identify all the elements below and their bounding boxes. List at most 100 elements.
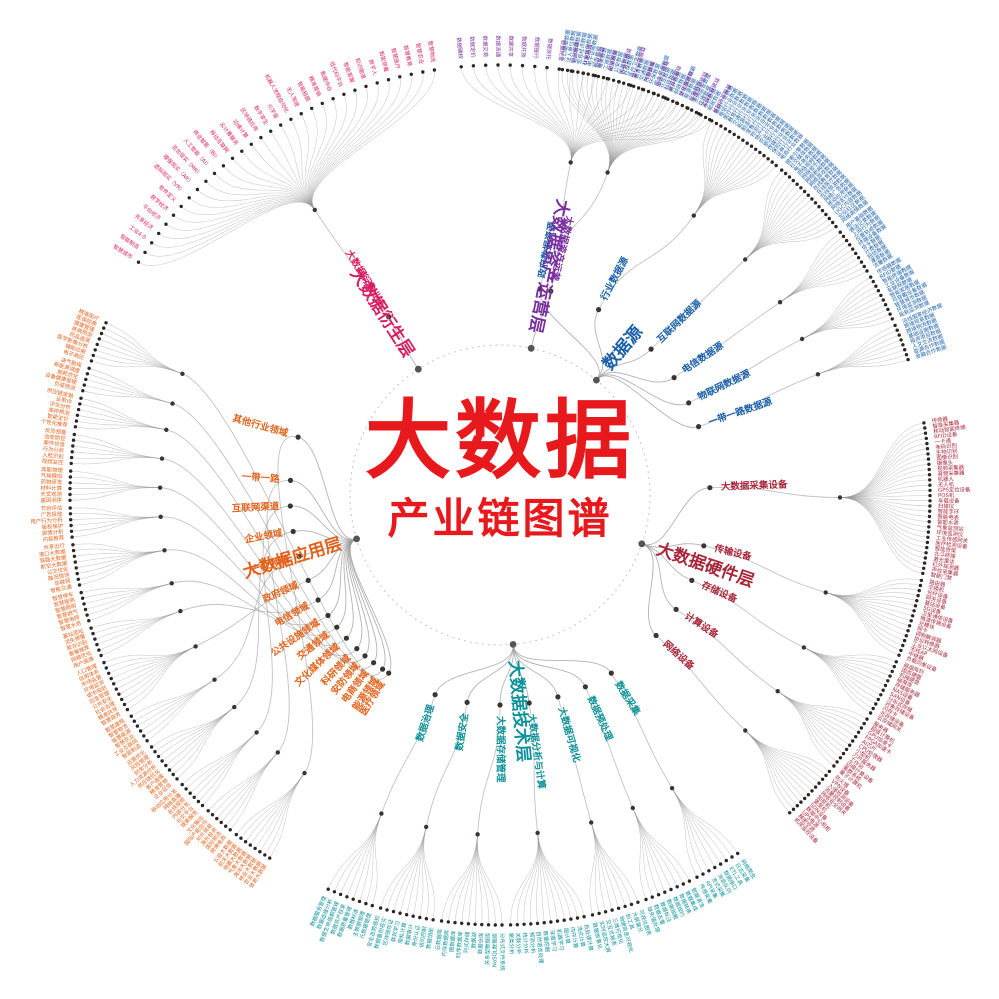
node-label: 药物研发 bbox=[41, 477, 63, 486]
node-label: 医疗检测设备 bbox=[935, 539, 969, 551]
node-label: 关系型数据库 bbox=[483, 932, 492, 965]
node-label: 互联网渠道 bbox=[232, 500, 281, 514]
node-label: 大数据可视化 bbox=[556, 706, 583, 765]
node-label: 时序数据库 bbox=[454, 930, 464, 958]
node-label: 北斗终端 bbox=[934, 549, 957, 560]
page-subtitle: 产业链图谱 bbox=[387, 494, 613, 543]
node-label: 数据交易 bbox=[481, 35, 490, 57]
node-label: 智能电表 bbox=[937, 512, 960, 521]
node-label: 交换机 bbox=[927, 583, 945, 594]
node-label: 智能货架 bbox=[934, 544, 957, 555]
node-label: 知识图谱 bbox=[354, 57, 369, 81]
node-label: 路由器 bbox=[929, 578, 947, 589]
node-label: 一卡通 bbox=[934, 436, 952, 446]
link-layer bbox=[69, 64, 931, 926]
node-label: GPS定位设备 bbox=[938, 485, 971, 493]
node-label: 大数据存储管理 bbox=[495, 716, 507, 783]
node-label: 数据开放 bbox=[519, 36, 528, 59]
node-label: 数据源 bbox=[598, 322, 647, 375]
node-label: 机器人 bbox=[938, 475, 955, 484]
node-label: 关联分析 bbox=[514, 932, 523, 954]
node-label: 物联网数据源 bbox=[696, 367, 753, 403]
node-label: 案件侦查 bbox=[43, 438, 66, 448]
node-label: 电信数据源 bbox=[680, 339, 727, 376]
node-label: 云数据库 bbox=[433, 928, 444, 951]
node-label: 数据评估 bbox=[569, 41, 581, 64]
node-label: 数据信托 bbox=[544, 38, 554, 61]
node-label: 聚类分析 bbox=[507, 933, 516, 955]
node-label: 政府领域 bbox=[261, 579, 301, 606]
node-label: 图数据库 bbox=[447, 930, 457, 953]
node-label: 版权保护 bbox=[41, 522, 63, 532]
node-label: 一带一路 bbox=[241, 470, 280, 485]
node-label: 高能物理 bbox=[41, 465, 64, 474]
node-label: 图计算 bbox=[562, 927, 572, 945]
node-label: 数据安全 bbox=[453, 712, 471, 753]
node-label: 共享出行 bbox=[43, 541, 66, 552]
node-label: 网络设备 bbox=[661, 638, 698, 673]
node-label: 内存计算 bbox=[569, 926, 581, 949]
node-label: 机器学习 bbox=[555, 928, 566, 950]
node-label: 反恐预警 bbox=[44, 426, 67, 437]
node-layer bbox=[68, 63, 932, 927]
node-label: 港口大数据 bbox=[38, 547, 66, 558]
node-label: 反欺诈 bbox=[55, 394, 73, 405]
node-label: 数据确权 bbox=[455, 37, 465, 60]
node-label: 内容推荐 bbox=[42, 533, 65, 543]
node-label: 生物识别 bbox=[936, 447, 958, 457]
node-label: 无人机 bbox=[938, 480, 955, 488]
node-label: 智慧农业 bbox=[414, 42, 426, 65]
node-label: 行为分析 bbox=[42, 444, 65, 454]
node-label: 智能水表 bbox=[937, 518, 960, 527]
node-label: 铁路大数据 bbox=[39, 553, 67, 565]
node-label: 深度学习 bbox=[548, 929, 558, 951]
node-label: 库存预测 bbox=[48, 405, 71, 417]
node-label: 预测分析 bbox=[528, 932, 538, 955]
node-label: 数据预处理 bbox=[584, 693, 615, 743]
node-label: 数据托管 bbox=[557, 39, 568, 62]
node-label: 扫描仪 bbox=[938, 502, 955, 510]
node-label: RFID设备 bbox=[934, 430, 959, 441]
node-label: 访问控制 bbox=[417, 926, 429, 949]
node-label: 人脸识别 bbox=[42, 451, 64, 461]
node-label: 传感器 bbox=[931, 414, 949, 425]
node-label: 网卡 bbox=[916, 624, 929, 635]
node-label: 智能手环 bbox=[938, 507, 960, 516]
node-label: 智能穿戴 bbox=[377, 50, 390, 73]
node-label: 车载设备 bbox=[938, 496, 960, 504]
node-label: 数据流通 bbox=[494, 35, 502, 57]
node-label: 统计分析 bbox=[521, 932, 530, 955]
node-label: 材料计算 bbox=[40, 484, 62, 492]
node-label: 基因测序 bbox=[40, 496, 62, 504]
inner-dotted-ring bbox=[349, 344, 651, 646]
node-label: 气候模拟 bbox=[41, 471, 63, 480]
node-label: 用户行为分析 bbox=[30, 516, 63, 526]
node-label: 分布式文件系统 bbox=[499, 933, 507, 971]
node-label: 工业传感网关 bbox=[936, 534, 970, 545]
node-label: BI工具 bbox=[624, 913, 636, 931]
node-label: 大数据衍生层 bbox=[346, 264, 419, 361]
node-label: 条码识别 bbox=[935, 441, 957, 451]
node-label: 智能门禁 bbox=[930, 570, 953, 582]
node-label: 计算设备 bbox=[682, 610, 721, 641]
node-label: 气象监测站 bbox=[937, 523, 965, 533]
node-label: 环境监测仪 bbox=[936, 528, 964, 538]
node-label: 音频采集器 bbox=[937, 469, 965, 478]
node-label: POS机 bbox=[938, 491, 955, 499]
node-label: 广告投放 bbox=[41, 510, 64, 519]
node-label: 互联网数据源 bbox=[654, 297, 704, 346]
node-label: 内存数据库 bbox=[440, 929, 451, 957]
node-label: 智能客服 bbox=[342, 61, 357, 85]
node-label: 数据银行 bbox=[532, 37, 542, 60]
node-label: 数据仓库 bbox=[476, 932, 485, 954]
node-label: 舆情分析 bbox=[42, 527, 65, 537]
page-title: 大数据 bbox=[365, 391, 635, 491]
node-label: 车联网 bbox=[54, 576, 71, 587]
node-label: 数据共享 bbox=[507, 35, 516, 57]
node-label: 数据中台 bbox=[318, 70, 334, 93]
node-label: 身份认证 bbox=[410, 924, 422, 947]
node-label: 激光雷达 bbox=[933, 555, 956, 566]
node-label: 列式存储 bbox=[462, 931, 472, 954]
node-label: 公交优化 bbox=[46, 565, 69, 577]
